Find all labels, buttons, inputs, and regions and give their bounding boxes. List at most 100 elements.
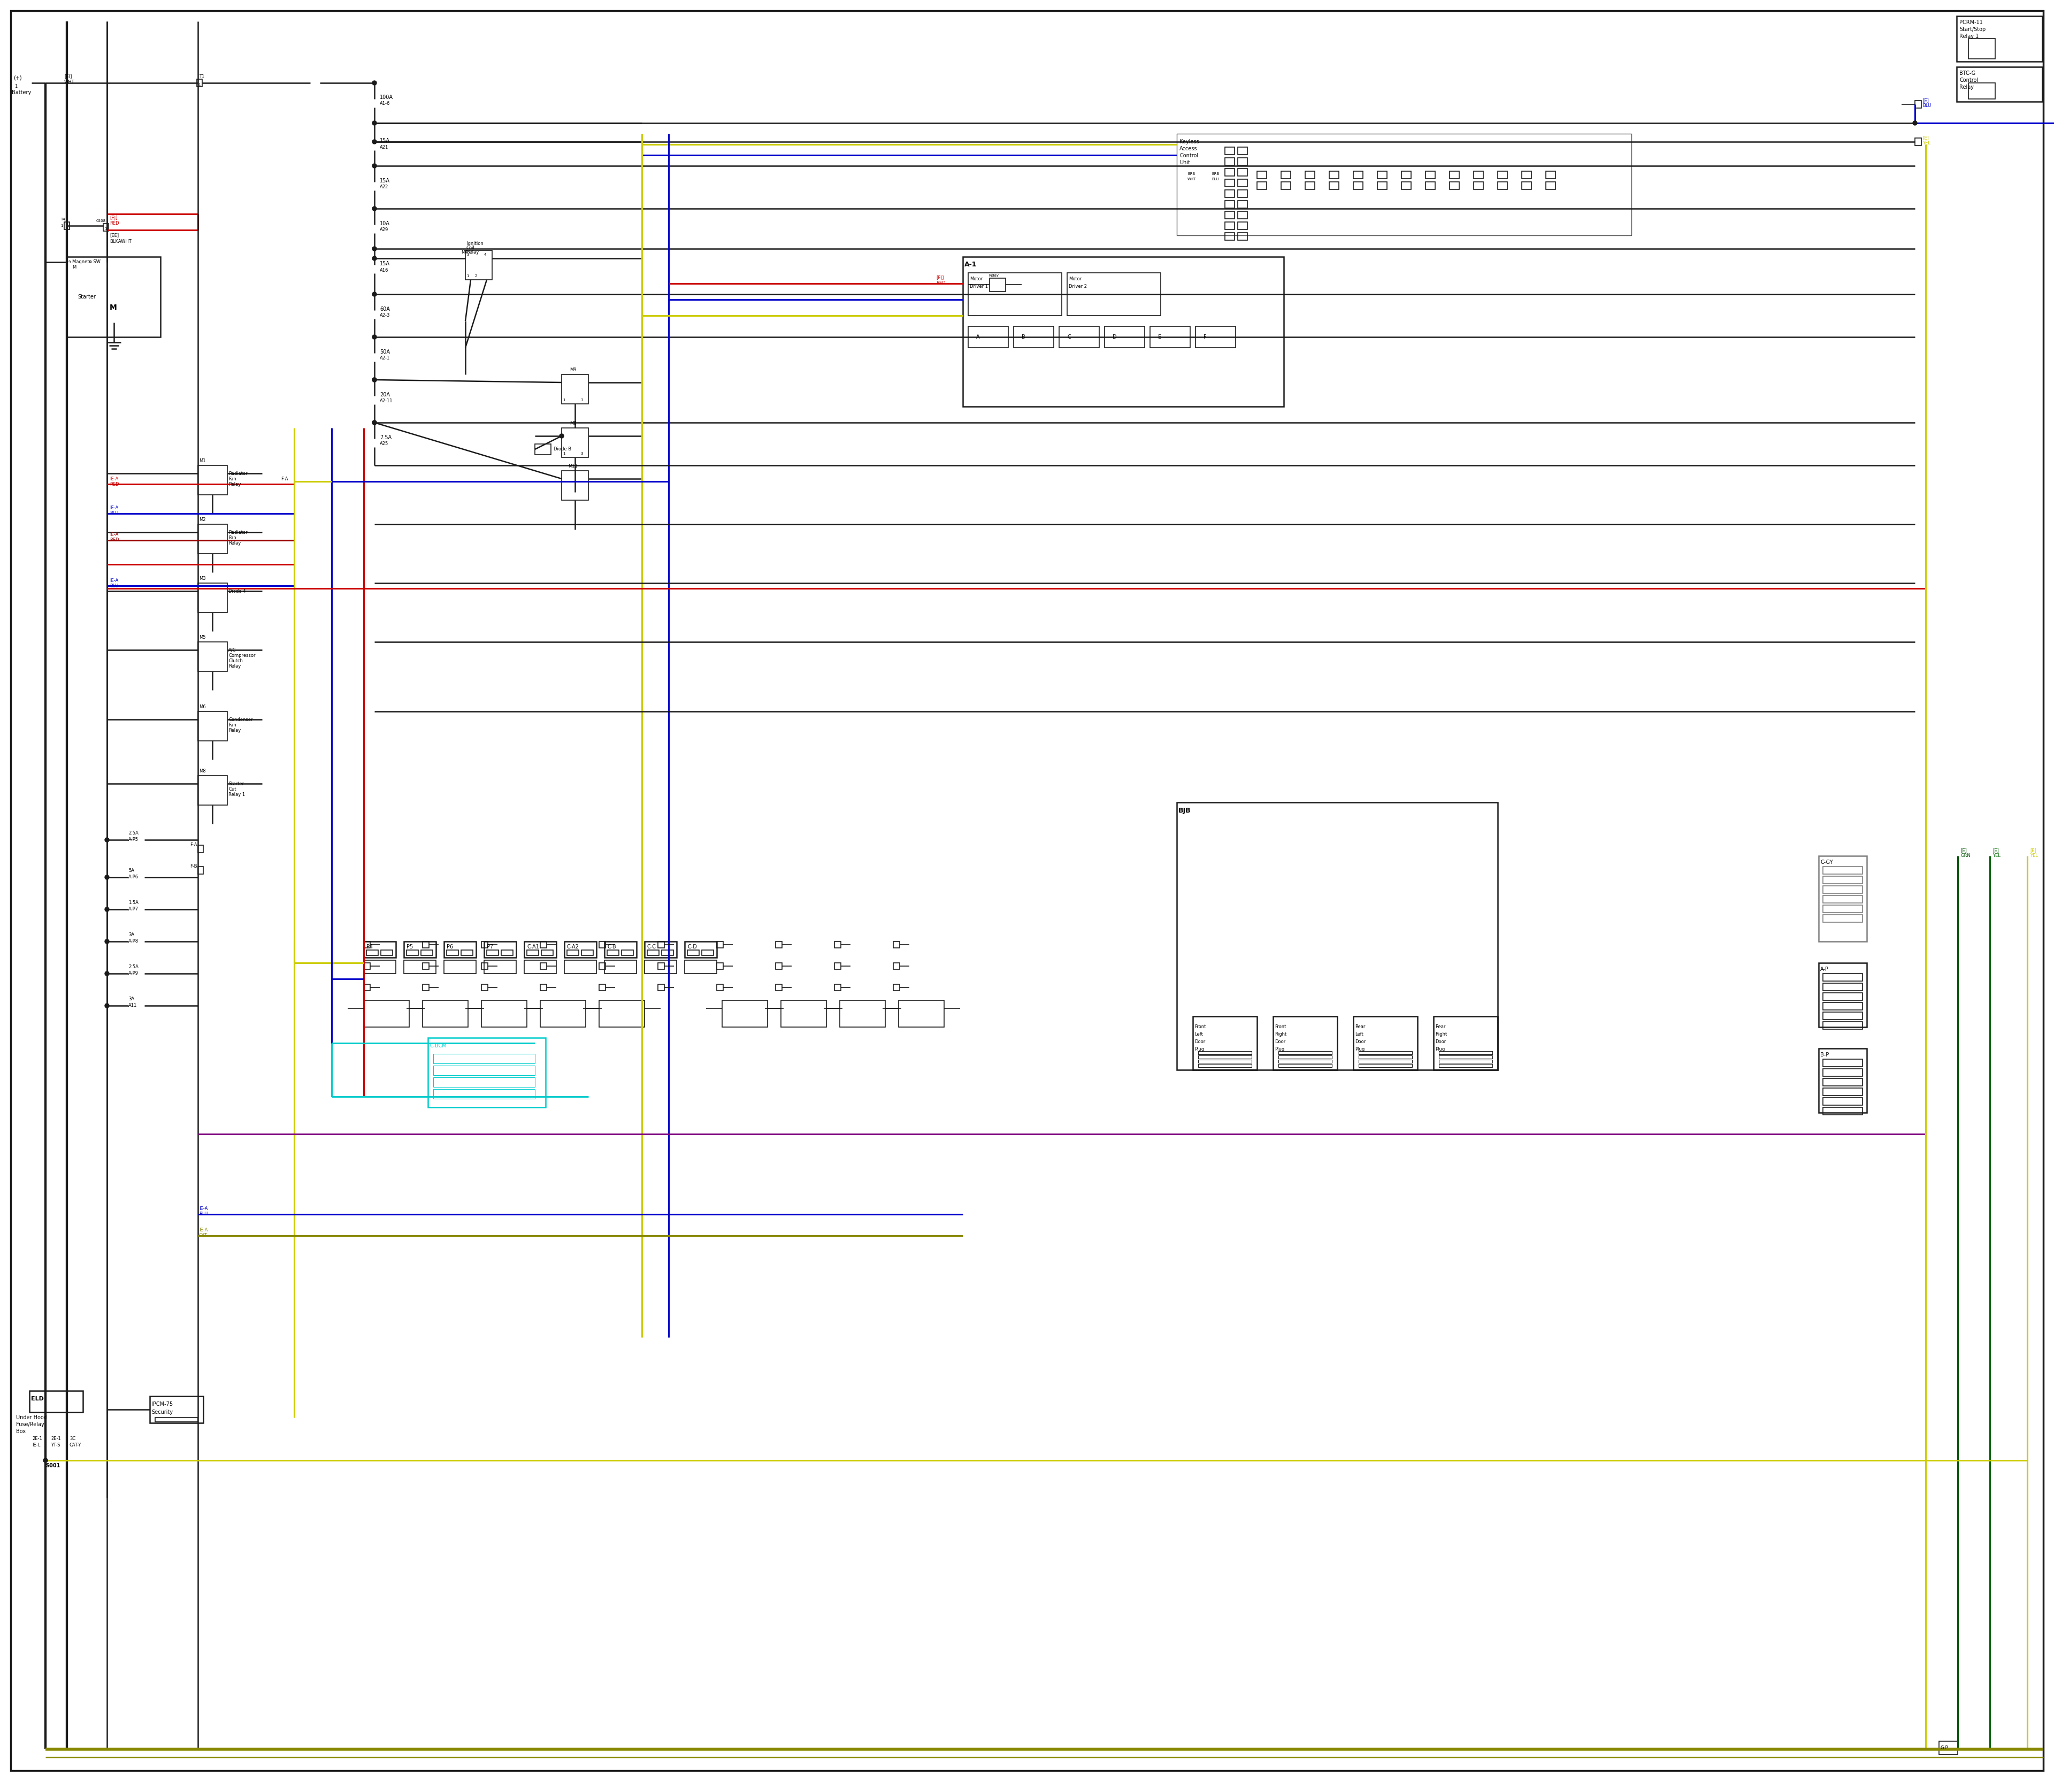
- Text: C-A2: C-A2: [567, 944, 579, 950]
- Bar: [542, 950, 553, 955]
- Bar: [1450, 172, 1458, 179]
- Bar: [501, 950, 514, 955]
- Bar: [893, 984, 900, 991]
- Text: A-P8: A-P8: [127, 939, 138, 944]
- Text: Driver 2: Driver 2: [1068, 283, 1087, 289]
- Circle shape: [372, 378, 376, 382]
- Bar: [567, 950, 579, 955]
- Bar: [963, 256, 1284, 407]
- Bar: [1939, 1742, 1957, 1754]
- Text: Coil: Coil: [466, 246, 474, 251]
- Bar: [366, 950, 378, 955]
- Text: [E]: [E]: [2029, 848, 2036, 853]
- Bar: [364, 1000, 409, 1027]
- Bar: [364, 984, 370, 991]
- Text: [EJ]: [EJ]: [937, 276, 943, 281]
- Text: Plug: Plug: [1276, 1047, 1284, 1052]
- Bar: [1358, 1052, 1413, 1054]
- Bar: [460, 950, 472, 955]
- Bar: [1968, 82, 1994, 99]
- Bar: [433, 1066, 534, 1075]
- Bar: [600, 1000, 645, 1027]
- Text: [E]: [E]: [1923, 99, 1929, 102]
- Bar: [1358, 1055, 1413, 1059]
- Bar: [1224, 158, 1234, 165]
- Text: BLU: BLU: [109, 584, 119, 588]
- Text: C-C: C-C: [647, 944, 657, 950]
- Bar: [684, 941, 717, 957]
- Text: 15A: 15A: [380, 177, 390, 183]
- Text: IE-A: IE-A: [109, 505, 119, 511]
- Bar: [534, 444, 550, 455]
- Bar: [1239, 211, 1247, 219]
- Text: WHT: WHT: [64, 79, 74, 84]
- Bar: [1282, 172, 1290, 179]
- Bar: [645, 961, 676, 973]
- Bar: [600, 941, 606, 948]
- Bar: [1257, 172, 1267, 179]
- Text: P4: P4: [366, 944, 374, 950]
- Bar: [604, 941, 637, 957]
- Bar: [1824, 1068, 1863, 1077]
- Text: [E]: [E]: [1992, 848, 1999, 853]
- Bar: [1824, 1059, 1863, 1066]
- Bar: [364, 941, 370, 948]
- Text: 3: 3: [581, 398, 583, 401]
- Circle shape: [372, 421, 376, 425]
- Bar: [1914, 138, 1920, 145]
- Bar: [1401, 181, 1411, 190]
- Text: S001: S001: [45, 1462, 60, 1468]
- Text: 3A: 3A: [127, 932, 134, 937]
- Text: A-P5: A-P5: [127, 837, 138, 842]
- Text: 1: 1: [563, 452, 565, 455]
- Text: Control: Control: [1179, 152, 1197, 158]
- Text: RED: RED: [109, 482, 119, 486]
- Bar: [1354, 181, 1364, 190]
- Text: F-B: F-B: [189, 864, 197, 869]
- Text: C-BCM: C-BCM: [429, 1043, 446, 1048]
- Bar: [423, 941, 429, 948]
- Bar: [407, 950, 419, 955]
- Text: M: M: [109, 305, 117, 312]
- Bar: [1824, 1002, 1863, 1011]
- Bar: [688, 950, 698, 955]
- Bar: [1239, 158, 1247, 165]
- Text: YEL: YEL: [1992, 853, 2001, 858]
- Bar: [717, 962, 723, 969]
- Bar: [1473, 181, 1483, 190]
- Bar: [1224, 233, 1234, 240]
- Bar: [1473, 172, 1483, 179]
- Text: T1: T1: [199, 73, 205, 79]
- Bar: [1818, 857, 1867, 941]
- Bar: [64, 222, 70, 229]
- Text: RED: RED: [109, 538, 119, 543]
- Text: ELD: ELD: [31, 1396, 43, 1401]
- Bar: [540, 962, 546, 969]
- Bar: [717, 984, 723, 991]
- Bar: [1224, 147, 1234, 154]
- Bar: [1358, 1059, 1413, 1063]
- Bar: [423, 1000, 468, 1027]
- Text: 20A: 20A: [380, 392, 390, 398]
- Circle shape: [372, 335, 376, 339]
- Text: Access: Access: [1179, 145, 1197, 151]
- Text: IPCM-75: IPCM-75: [152, 1401, 173, 1407]
- Bar: [834, 941, 840, 948]
- Bar: [900, 1000, 945, 1027]
- Text: YT-S: YT-S: [51, 1443, 60, 1448]
- Text: T4: T4: [60, 217, 66, 220]
- Bar: [423, 962, 429, 969]
- Bar: [197, 711, 228, 740]
- Text: C-GY: C-GY: [1820, 860, 1832, 866]
- Bar: [1224, 211, 1234, 219]
- Text: 7.5A: 7.5A: [380, 435, 392, 441]
- Bar: [1197, 1064, 1251, 1068]
- Bar: [600, 984, 606, 991]
- Bar: [380, 950, 392, 955]
- Bar: [1197, 1052, 1251, 1054]
- Text: RED: RED: [937, 281, 945, 287]
- Bar: [197, 867, 203, 874]
- Bar: [197, 642, 228, 672]
- Text: A25: A25: [380, 441, 388, 446]
- Text: [E]: [E]: [1960, 848, 1968, 853]
